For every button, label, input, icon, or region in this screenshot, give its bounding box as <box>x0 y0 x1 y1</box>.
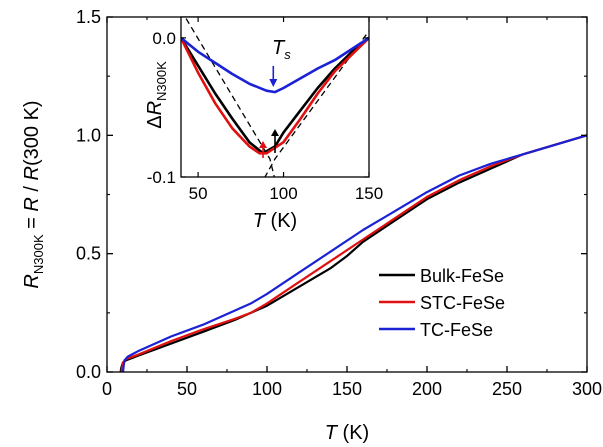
x-tick-label: 300 <box>572 379 602 399</box>
inset-x-tick-label: 50 <box>189 184 208 203</box>
y-tick-label: 0.0 <box>76 362 101 382</box>
legend-label-tc-fese: TC-FeSe <box>420 320 493 340</box>
x-tick-label: 200 <box>412 379 442 399</box>
x-axis-title: T (K) <box>325 422 369 444</box>
legend: Bulk-FeSe STC-FeSe TC-FeSe <box>379 266 505 340</box>
x-tick-label: 0 <box>102 379 112 399</box>
inset-plot-frame <box>180 16 370 178</box>
x-tick-label: 100 <box>252 379 282 399</box>
series-line-tc-fese <box>121 134 588 373</box>
y-tick-label: 0.5 <box>76 244 101 264</box>
inset-y-axis-title: ΔRN300K <box>144 61 169 129</box>
inset-x-tick-label: 100 <box>269 184 297 203</box>
inset-series-line-stc-fese <box>181 36 369 155</box>
ts-annotation: Ts <box>272 37 291 62</box>
legend-label-bulk-fese: Bulk-FeSe <box>420 266 504 286</box>
inset-x-axis-title: T (K) <box>253 210 297 232</box>
inset-plot-area <box>181 17 369 177</box>
series-line-stc-fese <box>120 134 588 373</box>
inset-y-tick-label: 0.0 <box>152 29 176 48</box>
x-tick-label: 150 <box>332 379 362 399</box>
inset-x-tick-label: 150 <box>355 184 383 203</box>
inset-plot: 50 100 150 0.0 -0.1 T (K) ΔRN300K Ts <box>144 16 383 232</box>
ts-arrow-black-head <box>271 129 279 136</box>
x-tick-label: 50 <box>177 379 197 399</box>
inset-dashed-guide <box>264 30 369 177</box>
main-plot: 0 50 100 150 200 250 300 0.0 0.5 1.0 1.5 T (K) RN300… <box>21 7 602 444</box>
inset-series-line-tc-fese <box>181 36 369 94</box>
legend-label-stc-fese: STC-FeSe <box>420 293 505 313</box>
y-tick-label: 1.0 <box>76 125 101 145</box>
x-tick-label: 250 <box>492 379 522 399</box>
ts-arrow-red-head <box>259 141 268 148</box>
inset-dashed-guide <box>184 17 275 177</box>
inset-y-tick-label: -0.1 <box>147 168 176 187</box>
y-tick-label: 1.5 <box>76 7 101 27</box>
y-axis-title: RN300K = R / R(300 K) <box>21 100 46 288</box>
ts-arrow-blue-head <box>269 79 278 87</box>
